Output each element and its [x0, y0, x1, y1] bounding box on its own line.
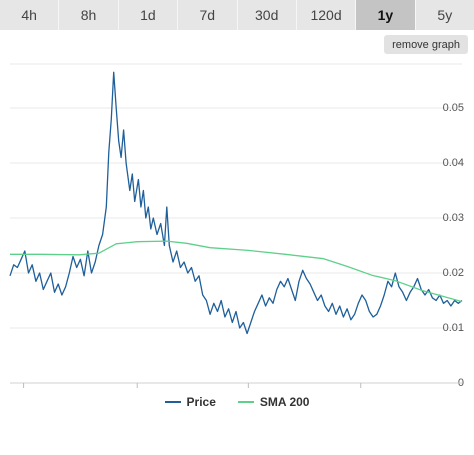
legend-label-sma: SMA 200: [259, 395, 310, 409]
tab-7d[interactable]: 7d: [178, 0, 238, 30]
y-tick-label: 0.05: [443, 102, 464, 114]
y-tick-label: 0.03: [443, 212, 464, 224]
tab-120d[interactable]: 120d: [296, 0, 357, 30]
sma-200-line: [10, 240, 463, 303]
tab-1d[interactable]: 1d: [118, 0, 179, 30]
legend-item-sma[interactable]: SMA 200: [237, 395, 310, 409]
x-tick-label: Apr '25: [231, 391, 266, 392]
x-tick-label: Oct '24: [6, 391, 41, 392]
tab-4h[interactable]: 4h: [0, 0, 60, 30]
legend-item-price[interactable]: Price: [164, 395, 216, 409]
y-tick-label: 0.04: [443, 157, 464, 169]
timeframe-tabs: 4h 8h 1d 7d 30d 120d 1y 5y: [0, 0, 474, 30]
price-line: [9, 71, 463, 335]
chart-legend: Price SMA 200: [0, 392, 474, 412]
tab-30d[interactable]: 30d: [237, 0, 297, 30]
legend-swatch-price: [164, 401, 181, 403]
x-tick-label: Jan '25: [120, 391, 155, 392]
tab-1y[interactable]: 1y: [356, 0, 416, 30]
legend-label-price: Price: [186, 395, 216, 409]
tab-5y[interactable]: 5y: [415, 0, 474, 30]
y-tick-label: 0.01: [443, 322, 464, 334]
y-tick-label: 0.02: [443, 267, 464, 279]
legend-swatch-sma: [237, 401, 254, 403]
price-chart: 00.010.020.030.040.05Oct '24Jan '25Apr '…: [6, 63, 464, 392]
x-tick-label: Jul '25: [345, 391, 376, 392]
remove-graph-button[interactable]: remove graph: [384, 35, 468, 54]
tab-8h[interactable]: 8h: [59, 0, 119, 30]
